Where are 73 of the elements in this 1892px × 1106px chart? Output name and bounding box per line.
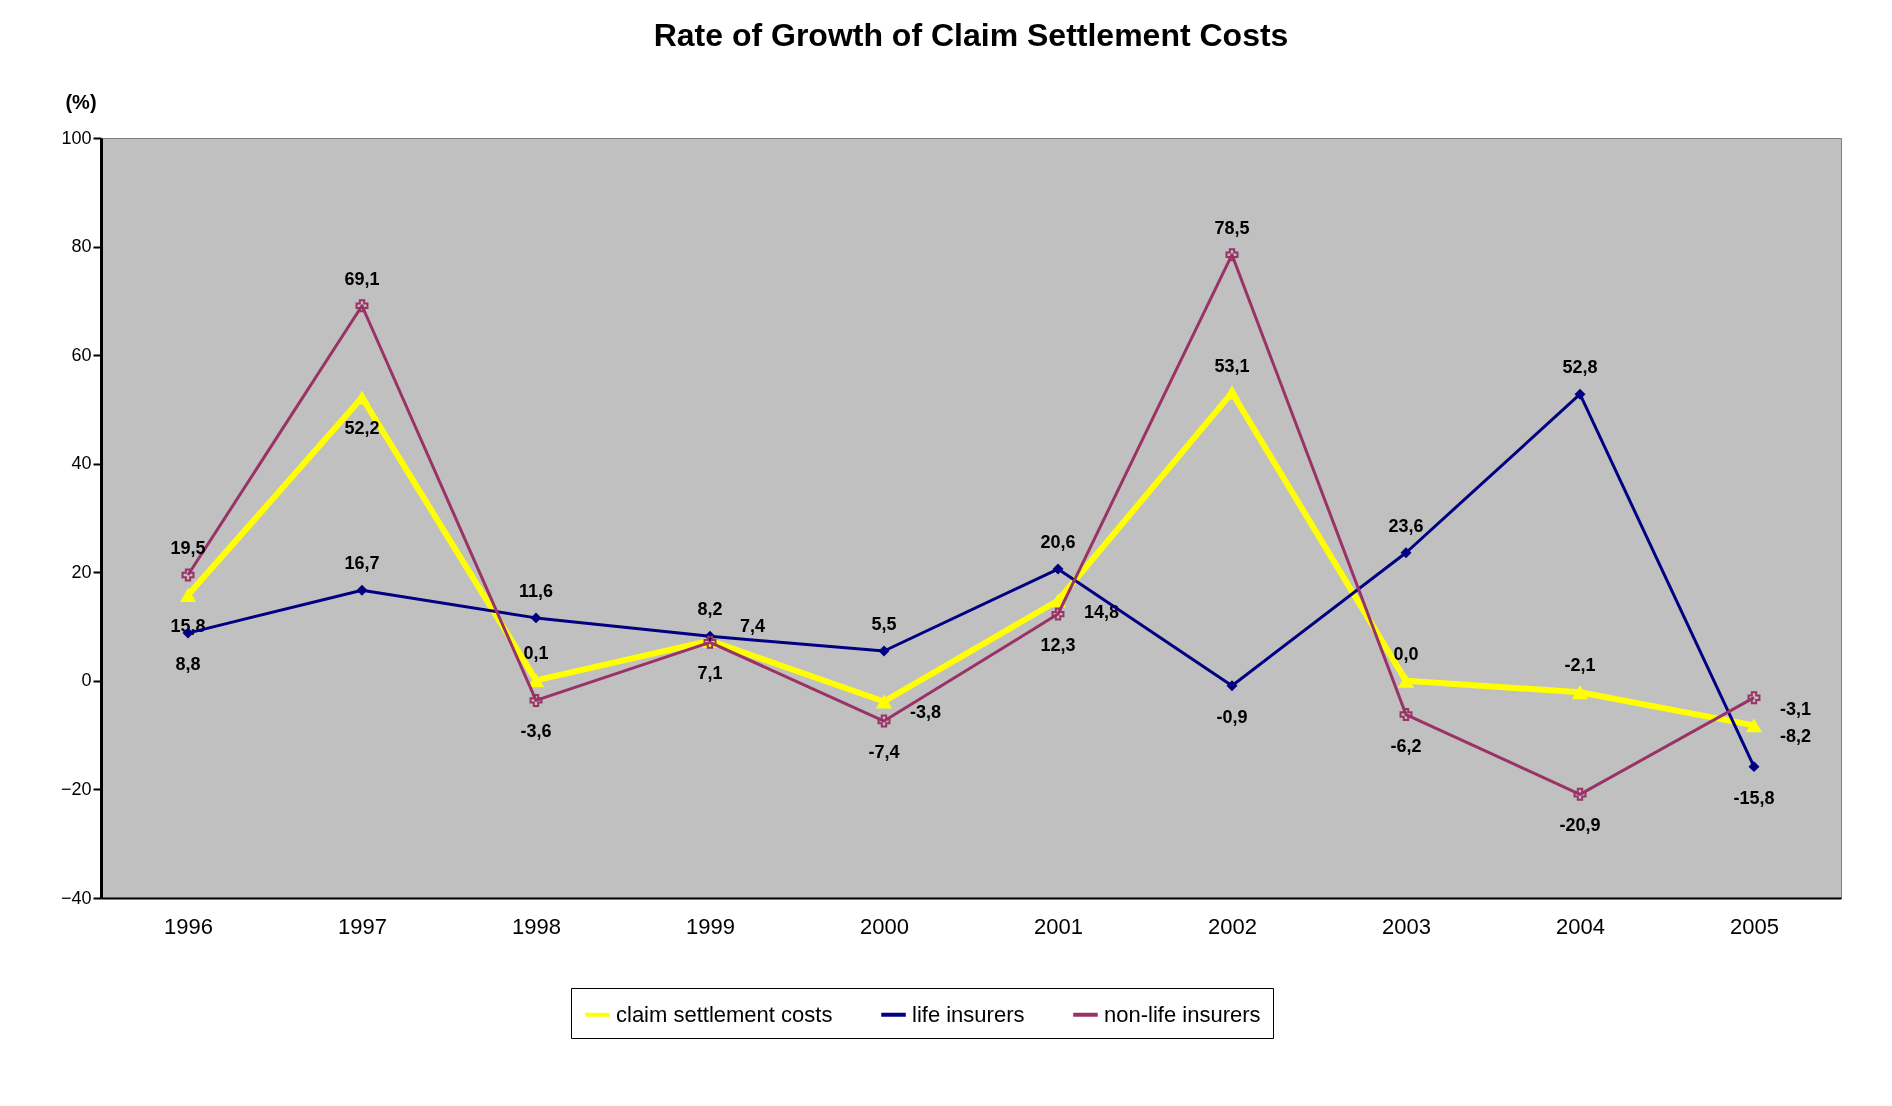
data-label: -3,8 — [910, 702, 942, 723]
x-tick-label: 1998 — [512, 913, 561, 939]
x-tick-label: 1997 — [338, 913, 387, 939]
data-label: 8,2 — [697, 599, 723, 620]
data-label: 23,6 — [1388, 515, 1424, 536]
data-label: 12,3 — [1040, 635, 1076, 656]
x-tick-label: 1999 — [686, 913, 735, 939]
data-label: 52,8 — [1562, 357, 1598, 378]
point — [1397, 673, 1415, 688]
chart-title: Rate of Growth of Claim Settlement Costs — [653, 17, 1289, 53]
y-tick-label: 20 — [71, 561, 92, 582]
point — [875, 694, 893, 709]
point — [1225, 248, 1239, 262]
point — [878, 645, 890, 657]
point — [355, 299, 369, 313]
data-label: 8,8 — [175, 654, 201, 675]
data-label: -3,1 — [1780, 698, 1812, 719]
data-label: -15,8 — [1733, 787, 1775, 808]
data-label: 0,1 — [523, 643, 549, 664]
point — [1573, 787, 1587, 801]
x-tick-label: 2004 — [1556, 913, 1605, 939]
x-tick-label: 2005 — [1730, 913, 1779, 939]
data-label: -7,4 — [868, 742, 900, 763]
data-label: 7,1 — [697, 663, 723, 684]
data-label: -8,2 — [1780, 726, 1812, 747]
data-label: 7,4 — [740, 615, 766, 636]
data-label: 20,6 — [1040, 532, 1076, 553]
data-label: 52,2 — [344, 418, 380, 439]
point — [1226, 680, 1238, 692]
point — [181, 568, 195, 582]
point — [1571, 685, 1589, 700]
legend-label: non-life insurers — [1104, 1001, 1261, 1027]
data-label: -2,1 — [1564, 655, 1596, 676]
x-tick-label: 2003 — [1382, 913, 1431, 939]
legend-label: life insurers — [912, 1001, 1025, 1027]
data-label: -20,9 — [1559, 815, 1601, 836]
y-axis-title: (%) — [65, 91, 97, 113]
y-tick-label: 80 — [71, 236, 92, 257]
point — [1399, 708, 1413, 721]
point — [1745, 718, 1763, 733]
point — [356, 584, 368, 596]
x-tick-label: 2001 — [1034, 913, 1083, 939]
data-label: -3,6 — [520, 721, 552, 742]
y-tick-label: 40 — [71, 453, 92, 474]
data-label: 69,1 — [344, 268, 380, 289]
data-label: 5,5 — [871, 614, 897, 634]
point — [1051, 607, 1065, 621]
x-tick-label: 1996 — [164, 913, 213, 939]
y-tick-label: 100 — [61, 127, 92, 148]
data-label: 78,5 — [1214, 217, 1250, 238]
x-tick-label: 2000 — [860, 913, 909, 939]
point — [1400, 547, 1412, 559]
data-label: -6,2 — [1390, 735, 1422, 756]
point — [1052, 563, 1064, 575]
point — [1747, 691, 1761, 705]
point — [1574, 388, 1586, 400]
data-label: 11,6 — [518, 580, 554, 601]
data-label: 19,5 — [170, 538, 206, 558]
data-label: 0,0 — [1393, 643, 1419, 664]
point — [530, 612, 542, 624]
y-tick-label: −40 — [60, 887, 92, 908]
data-label: 53,1 — [1214, 355, 1250, 376]
point — [179, 588, 197, 603]
point — [877, 714, 891, 728]
legend-label: claim settlement costs — [616, 1001, 833, 1027]
data-label: -0,9 — [1216, 706, 1248, 727]
y-tick-label: −20 — [60, 778, 92, 799]
x-tick-label: 2002 — [1208, 913, 1257, 939]
data-label: 16,7 — [344, 553, 380, 574]
point — [1748, 761, 1760, 773]
point — [529, 693, 543, 707]
y-tick-label: 60 — [71, 344, 92, 365]
y-tick-label: 0 — [81, 670, 92, 691]
